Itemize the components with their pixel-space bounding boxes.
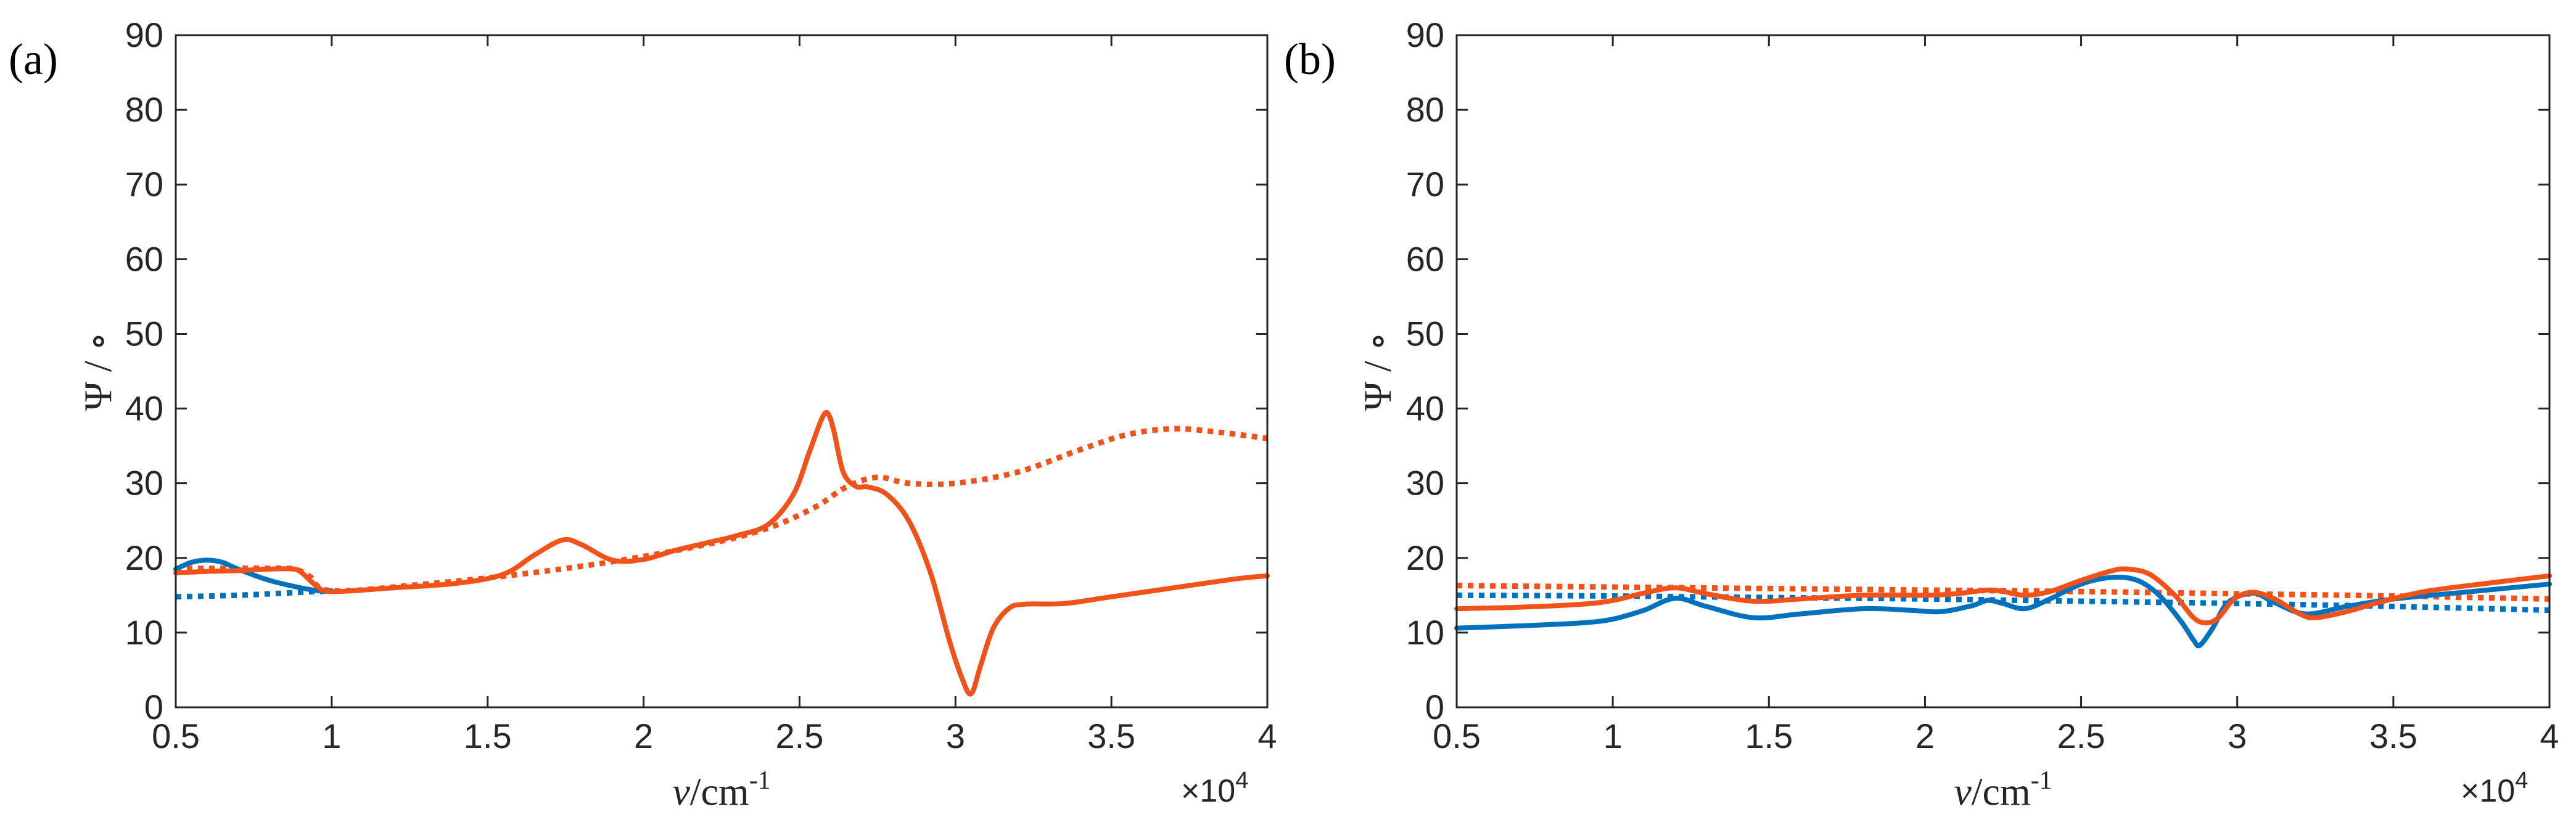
panel-b-y-tick-label: 50 bbox=[1406, 314, 1444, 353]
panel-b-y-tick-label: 0 bbox=[1425, 688, 1444, 726]
panel-b-y-tick-label: 30 bbox=[1406, 464, 1444, 503]
panel-b-y-tick-label: 90 bbox=[1406, 15, 1444, 54]
panel-a-x-tick-label: 0.5 bbox=[152, 717, 200, 755]
panel-b-series-orange-solid bbox=[1454, 566, 2552, 626]
panel-a-x-tick-label: 2.5 bbox=[775, 717, 823, 755]
panel-b-series-group bbox=[1454, 566, 2552, 649]
panel-a-plot-area bbox=[176, 35, 1267, 707]
panel-a-x-multiplier-base: ×10 bbox=[1181, 773, 1235, 809]
panel-b: (b) 0.5 1 1.5 2 2.5 3 3.5 40102030405060708090 … bbox=[1284, 15, 2559, 813]
panel-b-y-tick-label: 80 bbox=[1406, 90, 1444, 129]
panel-a-y-tick-label: 40 bbox=[125, 389, 163, 428]
panel-b-x-label-symbol: ν bbox=[1954, 770, 1972, 813]
panel-b-x-label-unit: /cm bbox=[1972, 770, 2031, 813]
panel-b-plot-area bbox=[1457, 35, 2549, 707]
panel-a-x-axis-label: ν/cm-1 bbox=[672, 766, 770, 813]
panel-a-y-tick-label: 60 bbox=[125, 239, 163, 278]
panel-a: (a) 0.5 1 1.5 2 2.5 3 3.5 40102030405060708090 … bbox=[9, 15, 1277, 813]
panel-b-x-axis-label: ν/cm-1 bbox=[1954, 766, 2052, 813]
panel-b-series-blue-dotted bbox=[1456, 592, 2550, 614]
panel-a-y-tick-label: 10 bbox=[125, 613, 163, 652]
panel-a-y-axis-label: Ψ / ∘ bbox=[76, 332, 120, 411]
panel-a-y-tick-label: 0 bbox=[144, 688, 163, 726]
panel-b-y-tick-label: 70 bbox=[1406, 165, 1444, 203]
panel-b-y-tick-label: 60 bbox=[1406, 239, 1444, 278]
panel-a-x-label-unit: /cm bbox=[690, 770, 749, 813]
panel-b-x-tick-label: 1.5 bbox=[1745, 717, 1793, 755]
panel-b-x-tick-label: 2 bbox=[1916, 717, 1935, 755]
panel-a-y-tick-label: 70 bbox=[125, 165, 163, 203]
panel-a-label: (a) bbox=[9, 35, 58, 84]
panel-b-x-multiplier: ×104 bbox=[2461, 768, 2528, 809]
panel-a-x-label-superscript: -1 bbox=[749, 766, 771, 795]
panel-b-x-multiplier-base: ×10 bbox=[2461, 773, 2515, 809]
panel-a-axes-frame bbox=[175, 34, 1269, 709]
panel-b-y-tick-label: 10 bbox=[1406, 613, 1444, 652]
panel-b-x-tick-label: 3 bbox=[2228, 717, 2247, 755]
panel-a-y-tick-label: 30 bbox=[125, 464, 163, 503]
panel-a-series-group bbox=[173, 409, 1270, 697]
panel-a-x-multiplier: ×104 bbox=[1181, 768, 1248, 809]
panel-a-y-tick-label: 80 bbox=[125, 90, 163, 129]
panel-a-y-tick-label: 20 bbox=[125, 538, 163, 577]
panel-a-x-tick-label: 3.5 bbox=[1087, 717, 1135, 755]
panel-b-x-multiplier-exponent: 4 bbox=[2515, 768, 2528, 794]
panel-a-y-tick-label: 50 bbox=[125, 314, 163, 353]
panel-b-label: (b) bbox=[1284, 35, 1336, 84]
panel-a-x-label-symbol: ν bbox=[672, 770, 690, 813]
panel-b-x-tick-label: 3.5 bbox=[2369, 717, 2418, 755]
panel-b-x-tick-label: 4 bbox=[2540, 717, 2559, 755]
panel-a-x-multiplier-exponent: 4 bbox=[1235, 768, 1248, 794]
panel-b-y-tick-label: 20 bbox=[1406, 538, 1444, 577]
panel-a-series-blue-dotted bbox=[175, 588, 332, 600]
panel-a-x-tick-label: 4 bbox=[1257, 717, 1277, 755]
panel-b-y-axis-label: Ψ / ∘ bbox=[1356, 332, 1399, 411]
panel-a-series-orange-solid bbox=[173, 409, 1270, 697]
panel-a-x-tick-label: 2 bbox=[634, 717, 653, 755]
panel-b-axes-frame bbox=[1455, 34, 2551, 709]
panel-a-x-tick-label: 1.5 bbox=[464, 717, 512, 755]
panel-a-y-tick-label: 90 bbox=[125, 15, 163, 54]
panel-b-x-tick-label: 0.5 bbox=[1433, 717, 1481, 755]
panel-b-x-label-superscript: -1 bbox=[2031, 766, 2052, 795]
panel-a-x-tick-label: 3 bbox=[946, 717, 965, 755]
panel-b-x-tick-label: 1 bbox=[1603, 717, 1623, 755]
panel-b-series-blue-solid bbox=[1454, 574, 2552, 649]
panel-b-y-tick-label: 40 bbox=[1406, 389, 1444, 428]
panel-a-x-tick-label: 1 bbox=[322, 717, 341, 755]
panel-b-x-tick-label: 2.5 bbox=[2057, 717, 2105, 755]
